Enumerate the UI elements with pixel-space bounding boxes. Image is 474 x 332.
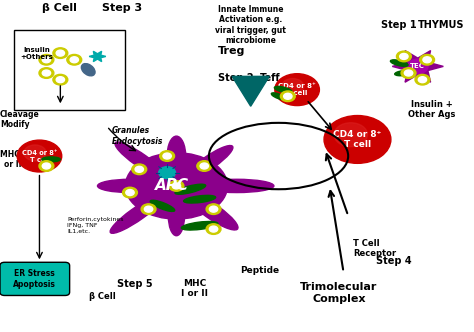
Text: Step 4: Step 4 bbox=[376, 256, 411, 266]
Text: CD4 or 8⁺
T cell: CD4 or 8⁺ T cell bbox=[333, 130, 382, 149]
Text: Innate Immune
Activation e.g.
viral trigger, gut
microbiome: Innate Immune Activation e.g. viral trig… bbox=[215, 5, 286, 45]
Circle shape bbox=[400, 53, 408, 59]
Circle shape bbox=[56, 50, 64, 56]
FancyBboxPatch shape bbox=[14, 30, 125, 110]
Text: Step 3: Step 3 bbox=[102, 3, 142, 13]
Ellipse shape bbox=[395, 70, 413, 76]
Text: Perforin,cytokines
IFNg, TNF
IL1,etc.: Perforin,cytokines IFNg, TNF IL1,etc. bbox=[67, 217, 124, 234]
Circle shape bbox=[404, 70, 413, 76]
Text: CD4 or 8⁺
T cell: CD4 or 8⁺ T cell bbox=[278, 83, 316, 96]
Circle shape bbox=[56, 77, 64, 83]
Circle shape bbox=[275, 74, 319, 106]
Circle shape bbox=[42, 57, 51, 63]
Circle shape bbox=[281, 91, 295, 102]
Circle shape bbox=[282, 78, 304, 94]
Ellipse shape bbox=[125, 153, 228, 219]
Ellipse shape bbox=[187, 194, 238, 230]
Circle shape bbox=[200, 163, 209, 169]
Ellipse shape bbox=[115, 142, 165, 178]
Text: Granules
Endocytosis: Granules Endocytosis bbox=[111, 126, 163, 145]
Ellipse shape bbox=[150, 200, 175, 211]
Circle shape bbox=[172, 183, 181, 189]
Circle shape bbox=[53, 48, 68, 58]
Circle shape bbox=[408, 59, 428, 74]
Polygon shape bbox=[232, 76, 269, 106]
Circle shape bbox=[132, 164, 146, 175]
FancyBboxPatch shape bbox=[0, 262, 70, 295]
Text: TEC: TEC bbox=[410, 63, 425, 69]
Text: Step 2: Step 2 bbox=[218, 73, 254, 83]
Text: β Cell: β Cell bbox=[42, 3, 77, 13]
Circle shape bbox=[39, 54, 54, 65]
Circle shape bbox=[42, 70, 51, 76]
Circle shape bbox=[419, 54, 435, 65]
Ellipse shape bbox=[271, 93, 286, 100]
Polygon shape bbox=[392, 50, 443, 82]
Text: MHC I
or II: MHC I or II bbox=[0, 150, 26, 169]
Circle shape bbox=[210, 226, 218, 232]
Text: T Cell
Receptor: T Cell Receptor bbox=[353, 239, 396, 258]
Ellipse shape bbox=[200, 179, 274, 193]
Circle shape bbox=[39, 68, 54, 78]
Text: Peptide: Peptide bbox=[240, 266, 280, 275]
Circle shape bbox=[169, 181, 184, 191]
Ellipse shape bbox=[42, 157, 60, 162]
Text: Step 1: Step 1 bbox=[381, 20, 416, 30]
Ellipse shape bbox=[182, 221, 218, 230]
Circle shape bbox=[415, 74, 430, 85]
Circle shape bbox=[423, 57, 431, 63]
Circle shape bbox=[70, 57, 79, 63]
Circle shape bbox=[135, 166, 144, 172]
Circle shape bbox=[126, 190, 134, 196]
Text: Step 5: Step 5 bbox=[117, 279, 153, 289]
Circle shape bbox=[418, 77, 427, 83]
Circle shape bbox=[24, 145, 46, 161]
Circle shape bbox=[396, 51, 411, 62]
Ellipse shape bbox=[183, 195, 216, 203]
Circle shape bbox=[160, 151, 174, 161]
Text: Trimolecular
Complex: Trimolecular Complex bbox=[300, 282, 378, 304]
Circle shape bbox=[210, 206, 218, 212]
Text: Insulin
+Others: Insulin +Others bbox=[21, 46, 54, 60]
Circle shape bbox=[283, 93, 292, 99]
Circle shape bbox=[123, 187, 137, 198]
Circle shape bbox=[67, 54, 82, 65]
Ellipse shape bbox=[110, 195, 164, 233]
Text: ER Stress
Apoptosis: ER Stress Apoptosis bbox=[13, 269, 56, 289]
Text: Treg: Treg bbox=[218, 46, 246, 56]
Circle shape bbox=[17, 140, 62, 172]
Text: β Cell: β Cell bbox=[89, 292, 116, 301]
Text: Insulin +
Other Ags: Insulin + Other Ags bbox=[408, 100, 456, 119]
Circle shape bbox=[39, 161, 54, 171]
Circle shape bbox=[141, 204, 156, 214]
Circle shape bbox=[53, 74, 68, 85]
Ellipse shape bbox=[98, 179, 163, 193]
Ellipse shape bbox=[274, 86, 292, 93]
Text: THYMUS: THYMUS bbox=[418, 20, 465, 30]
Ellipse shape bbox=[82, 64, 95, 76]
Ellipse shape bbox=[185, 145, 233, 179]
Circle shape bbox=[334, 123, 367, 147]
Text: Cleavage
Modify: Cleavage Modify bbox=[0, 110, 40, 129]
Circle shape bbox=[145, 206, 153, 212]
Text: MHC
I or II: MHC I or II bbox=[182, 279, 209, 298]
Circle shape bbox=[163, 153, 171, 159]
Circle shape bbox=[206, 204, 221, 214]
Polygon shape bbox=[89, 51, 106, 62]
Text: CD4 or 8⁺
T cell: CD4 or 8⁺ T cell bbox=[22, 149, 57, 163]
Ellipse shape bbox=[175, 184, 206, 194]
Text: Teff: Teff bbox=[260, 73, 281, 83]
Circle shape bbox=[197, 161, 212, 171]
Ellipse shape bbox=[391, 60, 408, 66]
Circle shape bbox=[401, 68, 416, 78]
Circle shape bbox=[42, 163, 51, 169]
Circle shape bbox=[159, 167, 175, 179]
Ellipse shape bbox=[168, 196, 184, 236]
Circle shape bbox=[206, 224, 221, 234]
Ellipse shape bbox=[167, 136, 186, 176]
Text: APC: APC bbox=[155, 178, 189, 194]
Circle shape bbox=[324, 116, 391, 163]
